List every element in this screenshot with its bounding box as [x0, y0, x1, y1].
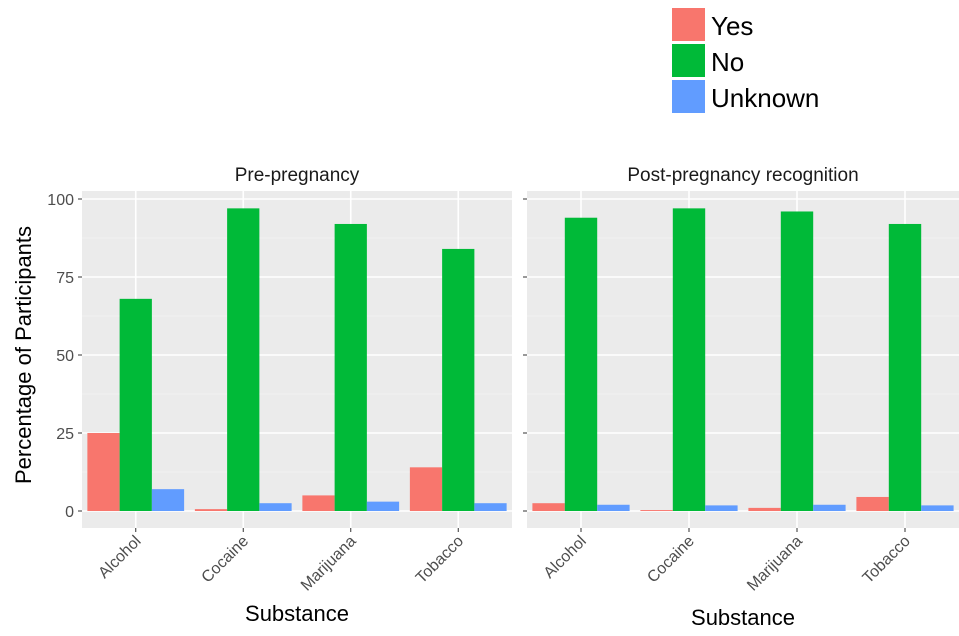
y-tick-label: 50	[56, 348, 74, 365]
bar-yes-marijuana	[302, 495, 335, 511]
x-tick-label: Cocaine	[644, 533, 698, 587]
bar-no-cocaine	[672, 208, 706, 512]
y-tick-label: 75	[56, 270, 74, 287]
bar-unknown-tobacco	[474, 503, 507, 511]
legend: Yes No Unknown	[672, 8, 819, 113]
bar-unknown-tobacco	[921, 505, 954, 511]
bar-no-alcohol	[564, 217, 598, 511]
x-tick-label: Marijuana	[298, 533, 360, 595]
x-tick-label: Marijuana	[744, 533, 806, 595]
bar-no-cocaine	[227, 208, 260, 512]
bar-no-marijuana	[334, 223, 367, 511]
panel-1: Pre-pregnancy 0 25 50 75 100 Alcohol Cocaine Mar…	[47, 165, 512, 626]
y-tick-label: 0	[65, 504, 74, 521]
bar-unknown-cocaine	[259, 503, 292, 511]
x-tick-label: Tobacco	[413, 533, 467, 587]
bar-no-tobacco	[442, 248, 475, 512]
bar-yes-cocaine	[194, 509, 228, 511]
facet-title: Pre-pregnancy	[235, 165, 360, 186]
bar-no-alcohol	[119, 298, 152, 511]
legend-key-no	[672, 44, 705, 77]
y-tick-label: 100	[47, 192, 74, 209]
x-axis-title: Substance	[691, 605, 795, 630]
legend-key-unknown	[672, 80, 705, 113]
legend-label-no: No	[711, 47, 744, 77]
chart-panels: Pre-pregnancy 0 25 50 75 100 Alcohol Cocaine Mar…	[47, 165, 959, 630]
bar-yes-tobacco	[856, 496, 889, 511]
legend-label-unknown: Unknown	[711, 83, 819, 113]
y-tick-label: 25	[56, 426, 74, 443]
bar-unknown-marijuana	[366, 501, 400, 511]
bar-yes-cocaine	[640, 510, 673, 511]
bar-no-tobacco	[888, 223, 922, 511]
bar-unknown-alcohol	[597, 504, 630, 511]
x-tick-label: Alcohol	[541, 533, 590, 582]
bar-no-marijuana	[780, 211, 814, 512]
y-axis-title: Percentage of Participants	[11, 226, 36, 484]
bar-yes-marijuana	[748, 507, 781, 511]
bar-yes-alcohol	[87, 433, 120, 511]
panel-2: Post-pregnancy recognition Alcohol Cocaine…	[523, 165, 959, 630]
x-tick-label: Cocaine	[199, 533, 253, 587]
legend-label-yes: Yes	[711, 11, 753, 41]
x-axis-title: Substance	[245, 601, 349, 626]
bar-yes-tobacco	[409, 467, 443, 511]
x-tick-label: Alcohol	[95, 533, 144, 582]
bar-unknown-marijuana	[813, 504, 846, 511]
bar-unknown-alcohol	[151, 489, 185, 511]
legend-key-yes	[672, 8, 705, 41]
x-tick-label: Tobacco	[860, 533, 914, 587]
facet-title: Post-pregnancy recognition	[627, 165, 858, 186]
bar-yes-alcohol	[532, 503, 565, 511]
bar-unknown-cocaine	[705, 505, 738, 511]
